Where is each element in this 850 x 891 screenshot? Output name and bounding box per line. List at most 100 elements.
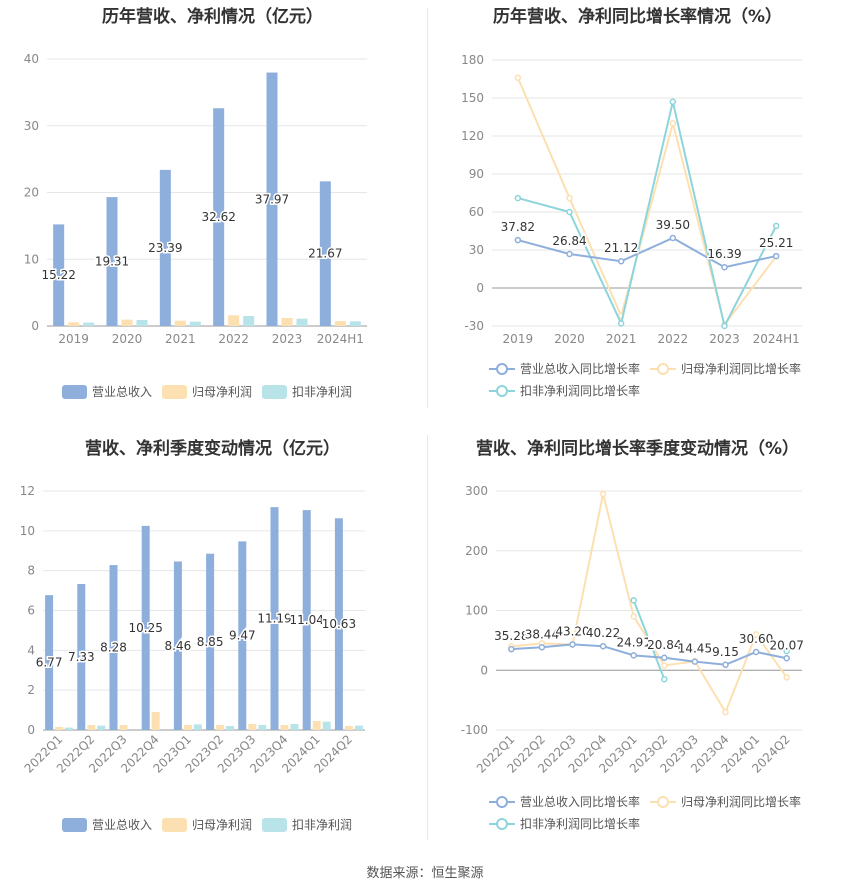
y-tick-label: 0 [476, 281, 484, 295]
legend: 营业总收入同比增长率 归母净利润同比增长率 扣非净利润同比增长率 [425, 359, 850, 403]
quarterly-growth-rate-plot: -10001002003002022Q12022Q22022Q32022Q420… [461, 484, 806, 776]
legend-item[interactable]: 营业总收入 [62, 383, 152, 400]
data-label: 8.85 [197, 635, 224, 649]
legend-label: 归母净利润 [192, 385, 253, 399]
data-label: 21.12 [604, 241, 638, 255]
bar [228, 315, 240, 326]
y-tick-label: 150 [461, 91, 484, 105]
legend-item[interactable]: 归母净利润 [162, 383, 252, 400]
legend-label: 扣非净利润同比增长率 [520, 384, 641, 398]
x-tick-label: 2023 [272, 332, 303, 346]
legend-item[interactable]: 扣非净利润同比增长率 [489, 382, 640, 399]
legend-line-marker [489, 384, 515, 398]
bar [136, 319, 148, 326]
bar [97, 725, 106, 730]
data-point [661, 675, 668, 683]
data-point [772, 252, 780, 260]
bar [68, 322, 80, 326]
legend-swatch [162, 384, 187, 399]
data-label: 43.20 [555, 624, 589, 638]
data-label: 19.31 [95, 255, 129, 269]
bar [296, 318, 308, 326]
bar [258, 725, 267, 730]
y-tick-label: 12 [20, 484, 35, 498]
bar [213, 108, 225, 326]
y-tick-label: 4 [27, 643, 35, 657]
data-label: 16.39 [707, 247, 741, 261]
bar [226, 726, 235, 730]
data-point [566, 208, 573, 216]
legend-label: 扣非净利润 [292, 385, 353, 399]
data-label: 32.62 [201, 210, 235, 224]
legend-swatch [162, 817, 187, 832]
data-point [661, 662, 668, 669]
bar [248, 724, 257, 730]
legend-item[interactable]: 扣非净利润 [262, 383, 352, 400]
data-label: 39.50 [656, 218, 690, 232]
bar [173, 561, 182, 730]
legend-item[interactable]: 归母净利润同比增长率 [650, 793, 801, 810]
bar [281, 317, 293, 326]
legend-item[interactable]: 扣非净利润 [262, 816, 352, 833]
bar [53, 224, 65, 326]
quarterly-growth-rate-chart: 营收、净利同比增长率季度变动情况（%） -100 0 100 200 300 2022Q1… [425, 430, 850, 850]
bar [334, 320, 346, 326]
y-tick-label: 10 [20, 524, 35, 538]
data-point [514, 74, 522, 81]
y-tick-label: 180 [461, 53, 484, 67]
series-line [517, 236, 777, 269]
data-label: 8.46 [165, 639, 192, 653]
legend-swatch [62, 817, 87, 832]
data-point [566, 194, 573, 202]
y-tick-label: 100 [465, 604, 488, 618]
bar [55, 727, 64, 730]
data-point [599, 490, 607, 498]
data-point [783, 655, 790, 662]
data-label: 37.97 [255, 192, 289, 206]
annual-revenue-profit-plot: 0 10 20 30 40 2019 2020 2021 2022 2023 2024H1 15.22… [24, 52, 367, 346]
data-point [617, 320, 625, 327]
legend-line-marker [489, 362, 515, 376]
legend-item[interactable]: 营业总收入同比增长率 [489, 360, 640, 377]
data-label: 20.84 [647, 638, 681, 652]
y-tick-label: 2 [27, 683, 35, 697]
data-point [630, 613, 637, 620]
y-tick-label: 0 [31, 319, 39, 333]
y-tick-label: 30 [469, 243, 484, 257]
series-line [511, 643, 787, 666]
data-point [669, 98, 677, 106]
bar [83, 322, 95, 326]
bar [319, 181, 331, 326]
legend-item[interactable]: 扣非净利润同比增长率 [489, 815, 640, 832]
data-point [721, 322, 728, 330]
data-point [722, 661, 729, 669]
y-tick-label: 90 [469, 167, 484, 181]
y-tick-label: 6 [27, 604, 35, 618]
data-label: 25.21 [759, 236, 793, 250]
legend-item[interactable]: 营业总收入同比增长率 [489, 793, 640, 810]
legend-item[interactable]: 营业总收入 [62, 816, 152, 833]
bar [183, 725, 192, 730]
x-tick-label: 2024H1 [753, 332, 800, 346]
data-label: 7.33 [68, 650, 95, 664]
legend: 营业总收入 归母净利润 扣非净利润 [0, 382, 425, 426]
legend-label: 归母净利润同比增长率 [681, 795, 802, 809]
data-label: 11.19 [257, 612, 291, 626]
series-line [516, 77, 777, 327]
y-tick-label: -30 [464, 319, 484, 333]
bar [87, 725, 96, 730]
chart-title: 历年营收、净利同比增长率情况（%） [492, 7, 783, 27]
data-label: 24.91 [617, 635, 651, 649]
legend-item[interactable]: 归母净利润同比增长率 [650, 360, 801, 377]
bar [65, 727, 74, 730]
bar [349, 321, 361, 326]
legend-item[interactable]: 归母净利润 [162, 816, 252, 833]
x-tick-label: 2022 [658, 332, 689, 346]
data-point [783, 674, 790, 681]
legend-label: 营业总收入 [92, 385, 153, 399]
data-label: 14.45 [678, 642, 712, 656]
y-tick-label: 0 [27, 723, 35, 737]
data-label: 35.28 [494, 629, 528, 643]
bar [270, 507, 279, 730]
data-point [772, 222, 780, 230]
